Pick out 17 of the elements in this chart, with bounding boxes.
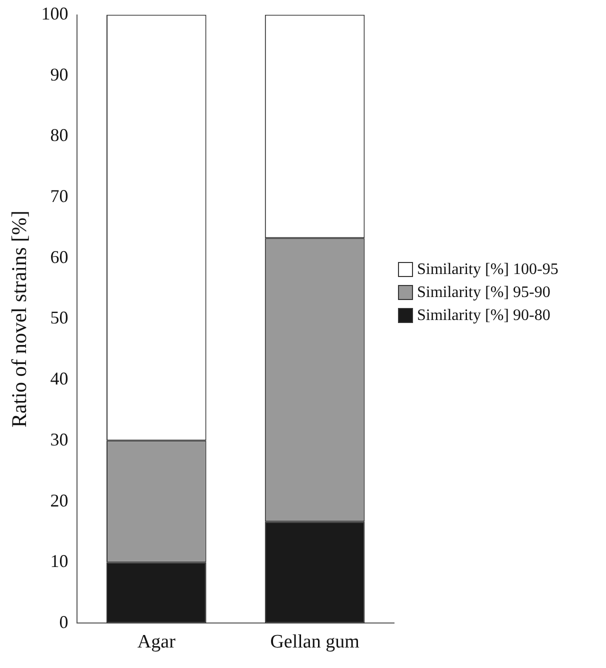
y-tick-label: 70 <box>50 186 68 206</box>
y-tick-label: 30 <box>50 429 68 450</box>
y-tick-label: 90 <box>50 64 68 84</box>
y-tick-label: 10 <box>50 551 68 572</box>
y-tick-label: 100 <box>41 4 68 24</box>
x-tick-label: Gellan gum <box>270 632 360 653</box>
y-tick-label: 0 <box>59 612 68 632</box>
y-axis-title: Ratio of novel strains [%] <box>7 210 32 428</box>
y-tick-label: 50 <box>50 308 68 328</box>
y-tick-label: 20 <box>50 490 68 510</box>
text: Similarity [%] 100-95 <box>417 260 558 278</box>
y-tick-label: 80 <box>50 125 68 146</box>
legend-label: Similarity [%] 95-90 <box>417 284 550 302</box>
y-tick-label: 60 <box>50 246 68 267</box>
x-tick-label: Agar <box>137 632 176 653</box>
y-tick-label: 40 <box>50 368 68 389</box>
legend-label: Similarity [%] 90-80 <box>417 306 550 324</box>
